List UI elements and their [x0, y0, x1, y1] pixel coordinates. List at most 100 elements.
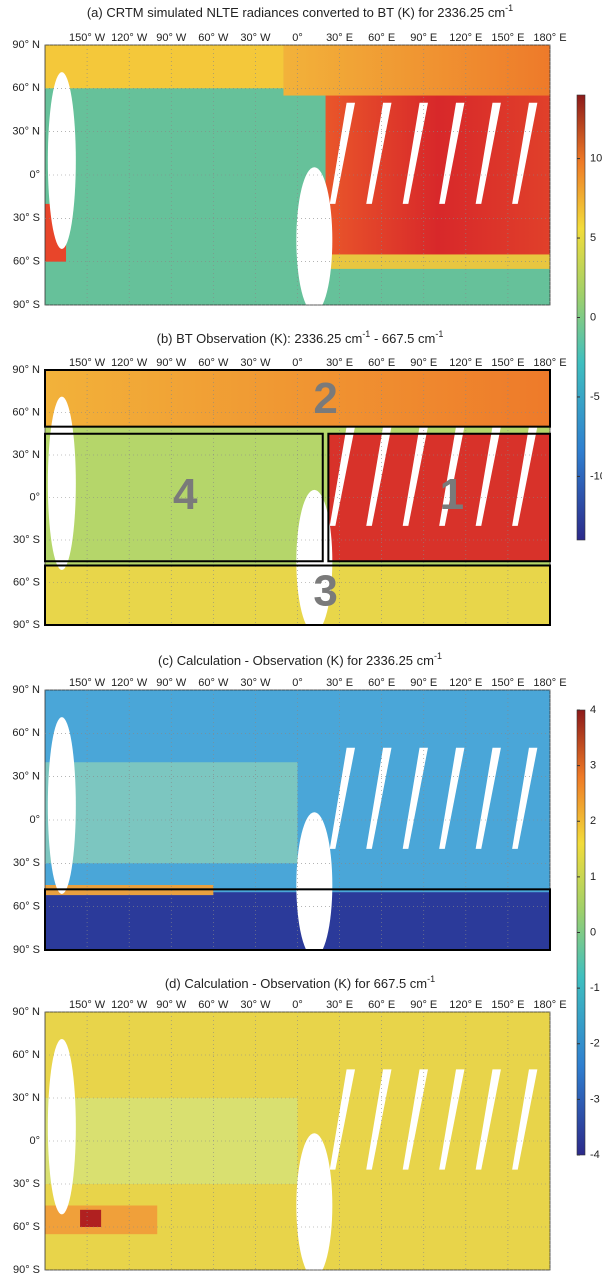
lat-label: 30° S: [13, 857, 40, 869]
lon-label: 30° W: [240, 677, 271, 689]
lat-label: 0°: [29, 1135, 40, 1147]
lat-label: 90° N: [12, 684, 40, 696]
colorbar-label: -1: [590, 982, 600, 994]
lon-label: 90° W: [156, 677, 187, 689]
data-gap: [439, 102, 465, 204]
region-label: 3: [313, 566, 337, 615]
lon-label: 150° W: [69, 32, 106, 44]
lon-label: 120° W: [111, 32, 148, 44]
data-gap: [402, 102, 428, 204]
colorbar-label: -4: [590, 1149, 600, 1161]
lon-label: 90° W: [156, 357, 187, 369]
colorbar-label: 0: [590, 311, 596, 323]
panel-title: (d) Calculation - Observation (K) for 66…: [165, 974, 435, 991]
title-part: -1: [505, 3, 513, 13]
lon-label: 60° W: [198, 32, 229, 44]
lat-label: 90° S: [13, 1264, 40, 1276]
lat-label: 0°: [29, 814, 40, 826]
data-gap: [439, 747, 465, 849]
data-gap: [402, 747, 428, 849]
lat-label: 60° S: [13, 256, 40, 268]
data-gap: [296, 167, 333, 313]
lon-label: 90° W: [156, 999, 187, 1011]
data-gap: [296, 1133, 333, 1278]
data-gap: [475, 1069, 501, 1170]
lat-label: 30° N: [12, 771, 40, 783]
data-gap: [47, 396, 76, 571]
data-gap: [402, 1069, 428, 1170]
colorbar-label: 10: [590, 152, 602, 164]
region-box: [44, 369, 551, 428]
data-gap: [366, 1069, 392, 1170]
data-gap: [329, 102, 356, 204]
data-gap: [475, 747, 501, 849]
colorbar-label: 3: [590, 760, 596, 772]
data-gap: [296, 812, 333, 958]
data-gap: [329, 1069, 356, 1170]
lon-label: 0°: [292, 999, 303, 1011]
data-gap: [47, 72, 76, 249]
region-box: [44, 564, 551, 626]
lon-label: 120° E: [449, 677, 482, 689]
map-field: [283, 45, 550, 96]
lon-label: 30° E: [326, 357, 353, 369]
lon-label: 90° E: [410, 677, 437, 689]
region-box: [44, 888, 551, 951]
lat-label: 30° S: [13, 212, 40, 224]
data-gap: [329, 747, 356, 849]
data-gap: [475, 426, 501, 526]
lat-label: 90° S: [13, 944, 40, 956]
data-gap: [512, 426, 538, 526]
title-part: -1: [427, 974, 435, 984]
title-part: -1: [434, 651, 442, 661]
lon-label: 150° W: [69, 357, 106, 369]
lon-label: 180° E: [533, 357, 566, 369]
region-label: 1: [440, 470, 464, 519]
lon-label: 180° E: [533, 999, 566, 1011]
lon-label: 60° W: [198, 357, 229, 369]
lat-label: 60° S: [13, 901, 40, 913]
lat-label: 30° S: [13, 534, 40, 546]
lon-label: 30° W: [240, 32, 271, 44]
title-part: - 667.5 cm: [370, 331, 435, 346]
data-gap: [366, 102, 392, 204]
lon-label: 30° W: [240, 999, 271, 1011]
data-gap: [47, 1038, 76, 1215]
lon-label: 150° E: [491, 677, 524, 689]
title-part: (a) CRTM simulated NLTE radiances conver…: [87, 5, 505, 20]
data-gap: [512, 747, 538, 849]
colorbar-label: -2: [590, 1038, 600, 1050]
map-field: [45, 45, 284, 89]
lon-label: 150° W: [69, 999, 106, 1011]
lat-label: 0°: [29, 491, 40, 503]
lat-label: 60° N: [12, 727, 40, 739]
lon-label: 30° W: [240, 357, 271, 369]
lat-label: 60° N: [12, 406, 40, 418]
colorbar-label: -10: [590, 470, 602, 482]
lat-label: 30° S: [13, 1178, 40, 1190]
lon-label: 120° W: [111, 999, 148, 1011]
data-gap: [47, 717, 76, 894]
map-field: [45, 762, 298, 864]
colorbar-label: 4: [590, 704, 596, 716]
lon-label: 180° E: [533, 32, 566, 44]
map-field: [80, 1209, 102, 1227]
panel-title: (c) Calculation - Observation (K) for 23…: [158, 651, 442, 668]
lon-label: 120° W: [111, 677, 148, 689]
lon-label: 0°: [292, 357, 303, 369]
lon-label: 120° W: [111, 357, 148, 369]
panel-title: (a) CRTM simulated NLTE radiances conver…: [87, 3, 513, 20]
lon-label: 60° E: [368, 999, 395, 1011]
data-gap: [329, 426, 356, 526]
title-part: -1: [435, 329, 443, 339]
lon-label: 90° E: [410, 357, 437, 369]
lat-label: 30° N: [12, 449, 40, 461]
lat-label: 90° S: [13, 299, 40, 311]
title-part: (d) Calculation - Observation (K) for 66…: [165, 976, 427, 991]
region-box: [327, 432, 551, 563]
data-gap: [439, 1069, 465, 1170]
lat-label: 90° N: [12, 1006, 40, 1018]
lon-label: 60° E: [368, 357, 395, 369]
lon-label: 150° E: [491, 999, 524, 1011]
